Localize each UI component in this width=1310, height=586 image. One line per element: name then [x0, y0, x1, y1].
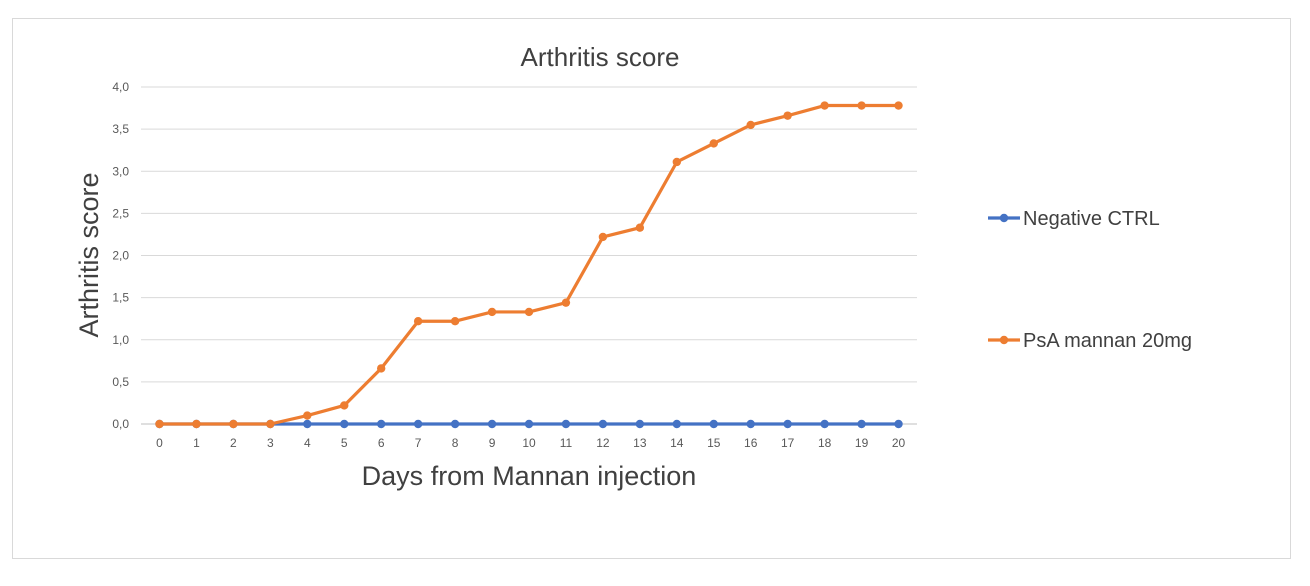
data-point: [746, 419, 755, 429]
x-axis-title: Days from Mannan injection: [362, 461, 697, 491]
data-point: [413, 317, 423, 326]
data-point: [857, 419, 866, 429]
y-tick-label: 1,5: [112, 291, 129, 305]
series-line: [157, 103, 901, 426]
legend-item: PsA mannan 20mg: [988, 330, 1192, 352]
x-tick-label: 7: [415, 436, 422, 450]
legend-marker: [999, 213, 1009, 223]
y-tick-label: 2,5: [112, 206, 129, 220]
x-tick-label: 13: [633, 436, 647, 450]
legend-marker: [999, 335, 1009, 345]
data-point: [450, 317, 460, 326]
data-point: [266, 419, 275, 429]
data-point: [376, 419, 386, 429]
data-point: [524, 419, 534, 429]
y-tick-label: 0,0: [112, 417, 129, 431]
y-tick-label: 1,0: [112, 333, 129, 347]
gridlines: [141, 86, 917, 425]
x-tick-label: 5: [341, 436, 348, 450]
data-point: [894, 419, 903, 429]
data-point: [303, 419, 312, 429]
legend-label: PsA mannan 20mg: [1023, 330, 1192, 352]
data-point: [709, 419, 718, 429]
data-point: [746, 120, 755, 130]
data-point: [709, 139, 718, 148]
legend-item: Negative CTRL: [988, 208, 1160, 230]
y-tick-label: 3,0: [112, 164, 129, 178]
chart-frame: [12, 18, 1291, 559]
x-tick-label: 17: [781, 436, 795, 450]
x-axis-ticks: 0 1 2 3 4 5 6 7 8 9 10 11 12 13 14 15 16 17 18 19 20: [156, 436, 905, 450]
x-tick-label: 14: [670, 436, 684, 450]
x-tick-label: 6: [378, 436, 385, 450]
y-axis-title: Arthritis score: [74, 172, 104, 337]
data-point: [598, 419, 608, 429]
data-point: [524, 307, 534, 317]
x-tick-label: 16: [744, 436, 758, 450]
x-tick-label: 8: [452, 436, 459, 450]
legend-label: Negative CTRL: [1023, 208, 1160, 230]
x-tick-label: 18: [818, 436, 832, 450]
x-tick-label: 12: [596, 436, 610, 450]
data-point: [376, 364, 386, 373]
data-point: [820, 101, 829, 110]
legend: Negative CTRL PsA mannan 20mg: [988, 208, 1192, 352]
series-1: [155, 419, 903, 429]
y-tick-label: 3,5: [112, 122, 129, 136]
series-layer: [155, 101, 903, 429]
x-tick-label: 15: [707, 436, 721, 450]
x-tick-label: 4: [304, 436, 311, 450]
data-point: [561, 298, 571, 307]
data-point: [857, 101, 866, 110]
data-point: [303, 411, 312, 420]
y-tick-label: 4,0: [112, 80, 129, 94]
x-tick-label: 10: [522, 436, 536, 450]
x-tick-label: 0: [156, 436, 163, 450]
data-point: [340, 401, 349, 410]
data-point: [155, 419, 164, 429]
data-point: [820, 419, 829, 429]
x-tick-label: 11: [560, 436, 573, 450]
data-point: [340, 419, 349, 429]
data-point: [450, 419, 460, 429]
x-tick-label: 20: [892, 436, 906, 450]
data-point: [229, 419, 238, 429]
y-tick-label: 2,0: [112, 249, 129, 263]
data-point: [672, 419, 682, 429]
series-2: [155, 101, 903, 429]
x-tick-label: 1: [193, 436, 200, 450]
data-point: [635, 223, 645, 232]
data-point: [783, 111, 792, 120]
x-tick-label: 9: [489, 436, 496, 450]
data-point: [561, 419, 571, 429]
x-tick-label: 19: [855, 436, 869, 450]
x-tick-label: 2: [230, 436, 237, 450]
y-axis-ticks: 0,0 0,5 1,0 1,5 2,0 2,5 3,0 3,5 4,0: [112, 80, 129, 431]
x-tick-label: 3: [267, 436, 274, 450]
data-point: [672, 157, 682, 167]
data-point: [487, 307, 497, 317]
data-point: [413, 419, 423, 429]
chart-title: Arthritis score: [521, 42, 680, 72]
data-point: [487, 419, 497, 429]
data-point: [635, 419, 645, 429]
data-point: [192, 419, 201, 429]
data-point: [783, 419, 792, 429]
data-point: [894, 101, 903, 110]
y-tick-label: 0,5: [112, 375, 129, 389]
data-point: [598, 232, 608, 242]
